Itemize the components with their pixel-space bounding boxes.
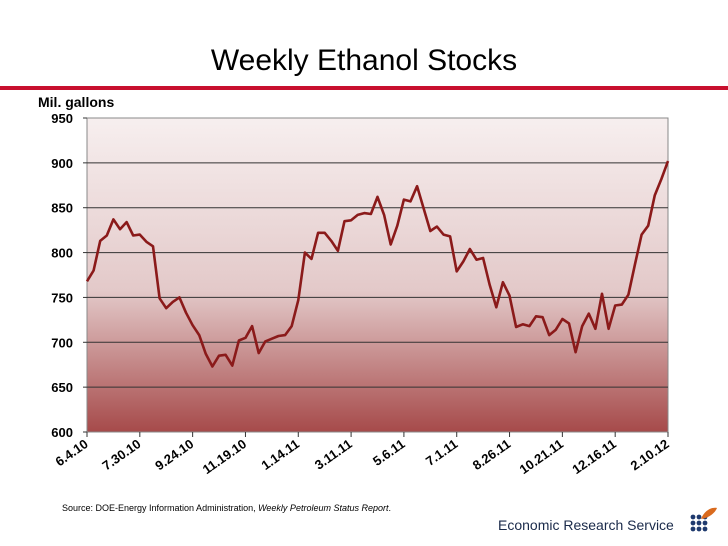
y-axis-label: Mil. gallons [38, 94, 114, 110]
source-publication: Weekly Petroleum Status Report [258, 503, 389, 513]
x-tick-label: 10.21.11 [517, 436, 566, 477]
x-tick-label: 8.26.11 [470, 436, 514, 473]
plot-area [86, 117, 669, 433]
footer-org: Economic Research Service [498, 517, 674, 533]
y-tick-label: 850 [51, 201, 73, 216]
x-tick-label: 6.4.10 [52, 436, 90, 469]
x-tick-label: 7.30.10 [99, 436, 143, 473]
y-tick-label: 800 [51, 246, 73, 261]
y-tick-label: 600 [51, 425, 73, 440]
source-note: Source: DOE-Energy Information Administr… [62, 503, 391, 513]
source-suffix: . [388, 503, 391, 513]
x-tick-label: 9.24.10 [152, 436, 196, 473]
x-tick-label: 1.14.11 [258, 436, 302, 473]
x-tick-label: 5.6.11 [370, 436, 408, 469]
y-tick-label: 650 [51, 380, 73, 395]
x-tick-label: 7.1.11 [423, 436, 461, 469]
y-tick-label: 750 [51, 290, 73, 305]
series-layer [85, 160, 670, 368]
y-tick-labels: 600 650 700 750 800 850 900 950 [51, 111, 87, 440]
ers-logo-icon [690, 507, 717, 532]
gridlines [87, 162, 668, 388]
x-tick-label: 3.11.11 [312, 436, 355, 472]
x-tick-label: 12.16.11 [569, 436, 618, 477]
series-line [85, 160, 670, 368]
x-tick-label: 11.19.10 [200, 436, 249, 477]
x-tick-label: 2.10.12 [628, 436, 672, 473]
y-tick-label: 900 [51, 156, 73, 171]
source-prefix: Source: DOE-Energy Information Administr… [62, 503, 259, 513]
x-tick-labels: 6.4.10 7.30.10 9.24.10 11.19.10 1.14.11 3.11.… [52, 432, 672, 477]
y-tick-label: 950 [51, 111, 73, 126]
chart-title: Weekly Ethanol Stocks [210, 44, 518, 77]
accent-bar [0, 86, 728, 90]
y-tick-label: 700 [51, 335, 73, 350]
